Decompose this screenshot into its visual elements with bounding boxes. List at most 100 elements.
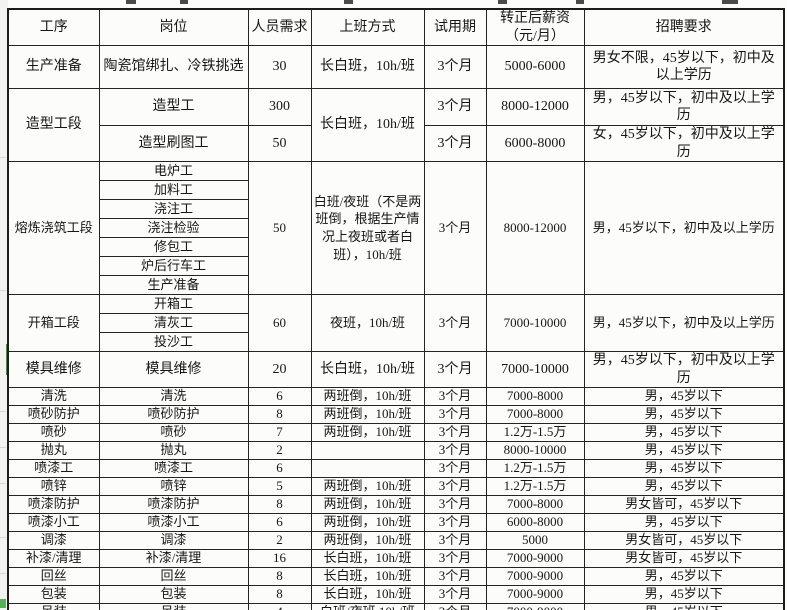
cell-requirement: 男，45岁以下，初中及以上学历 [583,161,785,295]
cropped-row-artifact [344,0,353,4]
cell-requirement: 男女皆可，45岁以下 [583,495,785,514]
cell-trial: 3个月 [423,567,487,586]
cell-position: 清洗 [98,387,249,406]
cell-position: 加料工 [98,180,249,200]
cell-requirement: 男女皆可，45岁以下 [583,549,785,568]
cell-trial: 3个月 [423,459,487,478]
cell-requirement: 男，45岁以下 [583,567,785,586]
cell-shift: 两班倒，10h/班 [310,405,425,424]
cell-salary: 8000-10000 [485,441,585,460]
table-row: 开箱工段 开箱工 60 夜班，10h/班 3个月 7000-10000 男，45… [7,294,785,352]
cell-demand: 2 [247,441,312,460]
cell-position: 喷锌 [98,477,249,496]
table-row: 炉后行车工 [8,256,784,276]
cell-shift: 两班倒，10h/班 [310,423,425,442]
cell-salary: 7000-9000 [485,585,585,604]
cell-trial: 3个月 [423,294,487,352]
header-row: 工序 岗位 人员需求 上班方式 试用期 转正后薪资（元/月） 招聘要求 [7,8,785,46]
cell-process: 清洗 [7,387,100,406]
cell-salary: 6000-8000 [485,513,585,532]
cell-salary: 6000-8000 [485,125,585,162]
cell-position: 投沙工 [98,332,249,352]
cell-demand: 5 [247,477,312,496]
cell-salary: 7000-9000 [485,549,585,568]
cell-requirement: 男，45岁以下 [583,477,785,496]
cell-salary: 1.2万-1.5万 [485,477,585,496]
cell-position: 包装 [98,585,249,604]
cell-shift: 长白班，10h/班 [310,351,425,388]
sheet-left-gutter [0,0,8,610]
cell-position: 炉后行车工 [98,256,249,276]
cell-requirement: 男，45岁以下 [583,603,785,610]
cell-requirement: 男，45岁以下 [583,585,785,604]
cell-requirement: 男，45岁以下，初中及以上学历 [583,294,785,352]
cell-demand: 30 [247,45,312,89]
cell-requirement: 男女不限，45岁以下，初中及以上学历 [583,45,785,89]
cell-salary: 7000-10000 [485,351,585,388]
table-row: 喷锌 喷锌 5 两班倒，10h/班 3个月 1.2万-1.5万 男，45岁以下 [7,477,785,496]
header-trial: 试用期 [423,8,487,46]
cell-position: 造型刷图工 [98,125,249,162]
cell-trial: 3个月 [423,45,487,89]
cell-position: 吊装 [98,603,249,610]
cell-salary: 5000-6000 [485,45,585,89]
cell-trial: 3个月 [423,423,487,442]
cell-requirement: 男，45岁以下 [583,423,785,442]
table-row: 吊装 吊装 4 白班/夜班,10h/班 3个月 7000-9000 男，45岁以… [7,603,785,610]
recruitment-table: 工序 岗位 人员需求 上班方式 试用期 转正后薪资（元/月） 招聘要求 生产准备… [7,8,785,610]
cell-process: 喷漆防护 [7,495,100,514]
cropped-row-artifact [126,0,136,4]
cell-shift: 白班/夜班,10h/班 [310,603,425,610]
cell-trial: 3个月 [423,387,487,406]
cell-trial: 3个月 [423,405,487,424]
table-row: 包装 包装 8 长白班，10h/班 3个月 7000-9000 男，45岁以下 [7,585,785,604]
table-row: 投沙工 [8,332,784,352]
cell-position: 电炉工 [98,161,249,181]
cell-demand: 300 [247,88,312,126]
cell-demand: 8 [247,585,312,604]
gutter-tick [0,157,6,158]
cell-requirement: 男，45岁以下 [583,513,785,532]
cell-process: 熔炼浇筑工段 [7,161,100,295]
cell-process: 调漆 [7,531,100,550]
cell-salary: 5000 [485,531,585,550]
header-position: 岗位 [98,8,249,46]
cell-trial: 3个月 [423,549,487,568]
cell-trial: 3个月 [423,513,487,532]
cell-demand: 50 [247,161,312,295]
table-row: 浇注检验 [8,218,784,238]
cell-shift: 长白班，10h/班 [310,585,425,604]
cell-trial: 3个月 [423,585,487,604]
cell-shift: 夜班，10h/班 [310,294,425,352]
cell-demand: 16 [247,549,312,568]
table-row: 补漆/清理 补漆/清理 16 长白班，10h/班 3个月 7000-9000 男… [7,549,785,568]
cell-demand: 6 [247,459,312,478]
table-row: 抛丸 抛丸 2 3个月 8000-10000 男，45岁以下 [7,441,785,460]
cell-demand: 7 [247,423,312,442]
cell-position: 喷漆小工 [98,513,249,532]
cell-shift: 两班倒，10h/班 [310,495,425,514]
cropped-row-artifact [722,0,738,4]
cell-salary: 1.2万-1.5万 [485,459,585,478]
header-demand: 人员需求 [247,8,312,46]
table-row: 喷砂 喷砂 7 两班倒，10h/班 3个月 1.2万-1.5万 男，45岁以下 [7,423,785,442]
cell-trial: 3个月 [423,125,487,162]
cell-position: 模具维修 [98,351,249,388]
cell-trial: 3个月 [423,603,487,610]
table-row: 清洗 清洗 6 两班倒，10h/班 3个月 7000-8000 男，45岁以下 [7,387,785,406]
table-row: 喷漆防护 喷漆防护 8 两班倒，10h/班 3个月 7000-8000 男女皆可… [7,495,785,514]
gutter-tick [0,290,6,291]
selection-corner-artifact [0,599,6,608]
cell-demand: 20 [247,351,312,388]
cell-trial: 3个月 [423,88,487,126]
cell-requirement: 男，45岁以下，初中及以上学历 [583,351,785,388]
cell-position: 造型工 [98,88,249,126]
cell-position: 清灰工 [98,313,249,333]
cell-shift: 长白班，10h/班 [310,88,425,162]
cell-position: 浇注工 [98,199,249,219]
cell-shift: 长白班，10h/班 [310,567,425,586]
cell-position: 喷砂 [98,423,249,442]
cell-demand: 8 [247,567,312,586]
table-row: 喷漆小工 喷漆小工 6 两班倒，10h/班 3个月 6000-8000 男，45… [7,513,785,532]
cell-process: 造型工段 [7,88,100,162]
